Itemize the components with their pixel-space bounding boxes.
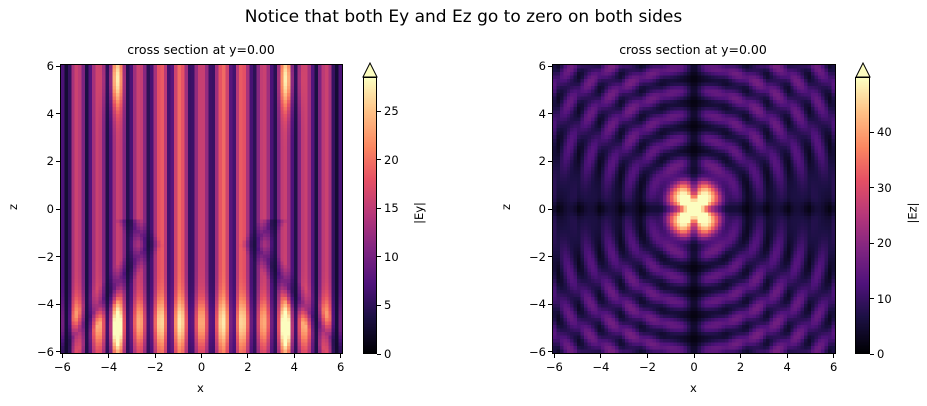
colorbar-tick-label: 30: [877, 180, 892, 195]
x-tick-mark: [693, 354, 695, 358]
y-tick-label: −6: [37, 344, 54, 359]
heatmap-image-ez: [553, 65, 835, 353]
y-axis-label-ey: z: [6, 203, 21, 211]
colorbar-tick-mark: [377, 256, 381, 258]
x-tick-label: 2: [736, 360, 745, 374]
x-tick-mark: [293, 354, 295, 358]
x-tick-label: −2: [146, 360, 164, 374]
x-tick-label: 6: [830, 360, 838, 374]
colorbar-tick-mark: [870, 353, 874, 355]
y-tick-label: 0: [538, 202, 546, 216]
y-tick-label: 4: [46, 106, 54, 121]
colorbar-tick-label: 5: [384, 298, 392, 313]
x-tick-mark: [833, 354, 835, 358]
colorbar-tick-mark: [377, 159, 381, 161]
y-tick-mark: [56, 208, 60, 210]
x-tick-mark: [740, 354, 742, 358]
x-tick-label: −4: [592, 360, 610, 374]
y-tick-mark: [548, 303, 552, 305]
colorbar-tick-label: 40: [877, 125, 892, 140]
colorbar-tick-mark: [377, 304, 381, 306]
colorbar-extend-arrow-ey: [362, 62, 378, 78]
x-tick-mark: [108, 354, 110, 358]
y-tick-label: −4: [529, 297, 546, 312]
x-tick-mark: [154, 354, 156, 358]
x-tick-label: −2: [638, 360, 656, 374]
colorbar-label-ez: |Ez|: [905, 202, 920, 224]
colorbar-ez: [855, 77, 870, 354]
y-tick-mark: [548, 351, 552, 353]
x-tick-mark: [600, 354, 602, 358]
y-tick-mark: [548, 160, 552, 162]
y-tick-mark: [56, 113, 60, 115]
colorbar-extend-arrow-ez: [855, 62, 871, 78]
colorbar-tick-label: 25: [384, 104, 399, 119]
figure-title: Notice that both Ey and Ez go to zero on…: [244, 7, 683, 27]
colorbar-tick-label: 20: [384, 152, 399, 167]
heatmap-ey: [60, 64, 343, 354]
colorbar-tick-mark: [377, 353, 381, 355]
colorbar-tick-label: 10: [877, 291, 892, 306]
y-tick-mark: [56, 303, 60, 305]
x-tick-label: 6: [337, 360, 345, 374]
y-tick-mark: [56, 65, 60, 67]
plot-title-ez: cross section at y=0.00: [619, 42, 767, 57]
colorbar-label-ey: |Ey|: [411, 202, 426, 224]
colorbar-ey: [363, 77, 377, 354]
y-tick-label: −4: [37, 297, 54, 312]
colorbar-tick-mark: [870, 242, 874, 244]
x-tick-label: −6: [545, 360, 563, 374]
y-axis-label-ez: z: [499, 203, 514, 211]
x-axis-label-ey: x: [197, 381, 204, 395]
x-tick-mark: [61, 354, 63, 358]
y-tick-label: 6: [46, 59, 54, 74]
y-tick-label: 6: [538, 59, 546, 74]
y-tick-label: −2: [529, 249, 546, 264]
y-tick-label: −2: [37, 249, 54, 264]
heatmap-ez: [552, 64, 836, 354]
x-tick-label: 2: [244, 360, 252, 374]
colorbar-tick-label: 10: [384, 249, 399, 264]
x-tick-label: 0: [690, 360, 698, 374]
y-tick-mark: [548, 65, 552, 67]
y-tick-mark: [56, 256, 60, 258]
x-tick-mark: [646, 354, 648, 358]
colorbar-tick-mark: [377, 110, 381, 112]
colorbar-tick-mark: [870, 131, 874, 133]
y-tick-label: 4: [538, 106, 546, 121]
heatmap-image-ey: [61, 65, 342, 353]
x-tick-label: 0: [197, 360, 206, 374]
x-tick-mark: [786, 354, 788, 358]
x-tick-mark: [247, 354, 249, 358]
colorbar-gradient-ey: [364, 78, 376, 353]
plot-title-ey: cross section at y=0.00: [127, 42, 275, 57]
colorbar-tick-label: 15: [384, 201, 399, 216]
colorbar-tick-mark: [377, 207, 381, 209]
x-tick-label: 4: [290, 360, 298, 374]
x-tick-mark: [201, 354, 202, 358]
y-tick-mark: [548, 113, 552, 115]
colorbar-tick-mark: [870, 298, 874, 300]
x-axis-label-ez: x: [690, 381, 697, 395]
colorbar-tick-label: 0: [384, 347, 392, 361]
x-tick-mark: [553, 354, 555, 358]
y-tick-label: −6: [529, 344, 546, 359]
y-tick-label: 2: [46, 154, 54, 169]
x-tick-mark: [340, 354, 342, 358]
colorbar-tick-mark: [870, 187, 874, 189]
colorbar-tick-label: 0: [877, 347, 885, 361]
x-tick-label: −4: [100, 360, 118, 374]
x-tick-label: −6: [53, 360, 71, 374]
colorbar-tick-label: 20: [877, 236, 892, 251]
x-tick-label: 4: [783, 360, 791, 374]
y-tick-mark: [548, 256, 552, 258]
y-tick-mark: [56, 351, 60, 353]
y-tick-label: 2: [538, 154, 546, 169]
y-tick-mark: [56, 160, 60, 162]
y-tick-label: 0: [46, 202, 54, 216]
y-tick-mark: [548, 208, 552, 210]
colorbar-gradient-ez: [856, 78, 869, 353]
